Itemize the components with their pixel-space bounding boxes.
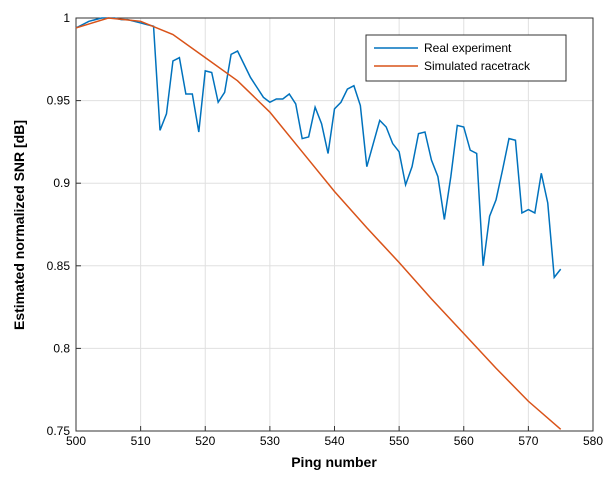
plot-frame: [75, 17, 594, 432]
x-tick-label: 570: [518, 434, 538, 448]
legend-label: Simulated racetrack: [424, 59, 531, 73]
y-axis-label: Estimated normalized SNR [dB]: [11, 120, 27, 330]
y-tick-label: 1: [63, 11, 70, 25]
series-line: [75, 17, 562, 280]
y-tick-label: 0.95: [47, 94, 71, 108]
x-tick-label: 550: [389, 434, 409, 448]
y-tick-label: 0.85: [47, 259, 71, 273]
x-axis-label: Ping number: [291, 454, 377, 470]
legend-label: Real experiment: [424, 41, 512, 55]
x-tick-label: 560: [454, 434, 474, 448]
x-tick-label: 520: [195, 434, 215, 448]
x-tick-label: 540: [324, 434, 344, 448]
x-tick-label: 580: [583, 434, 603, 448]
x-tick-label: 500: [66, 434, 86, 448]
legend-box: [365, 34, 567, 82]
y-tick-label: 0.9: [53, 176, 70, 190]
y-tick-label: 0.75: [47, 424, 71, 438]
x-tick-label: 510: [131, 434, 151, 448]
x-tick-label: 530: [260, 434, 280, 448]
series-line: [75, 17, 562, 430]
y-tick-label: 0.8: [53, 341, 70, 355]
